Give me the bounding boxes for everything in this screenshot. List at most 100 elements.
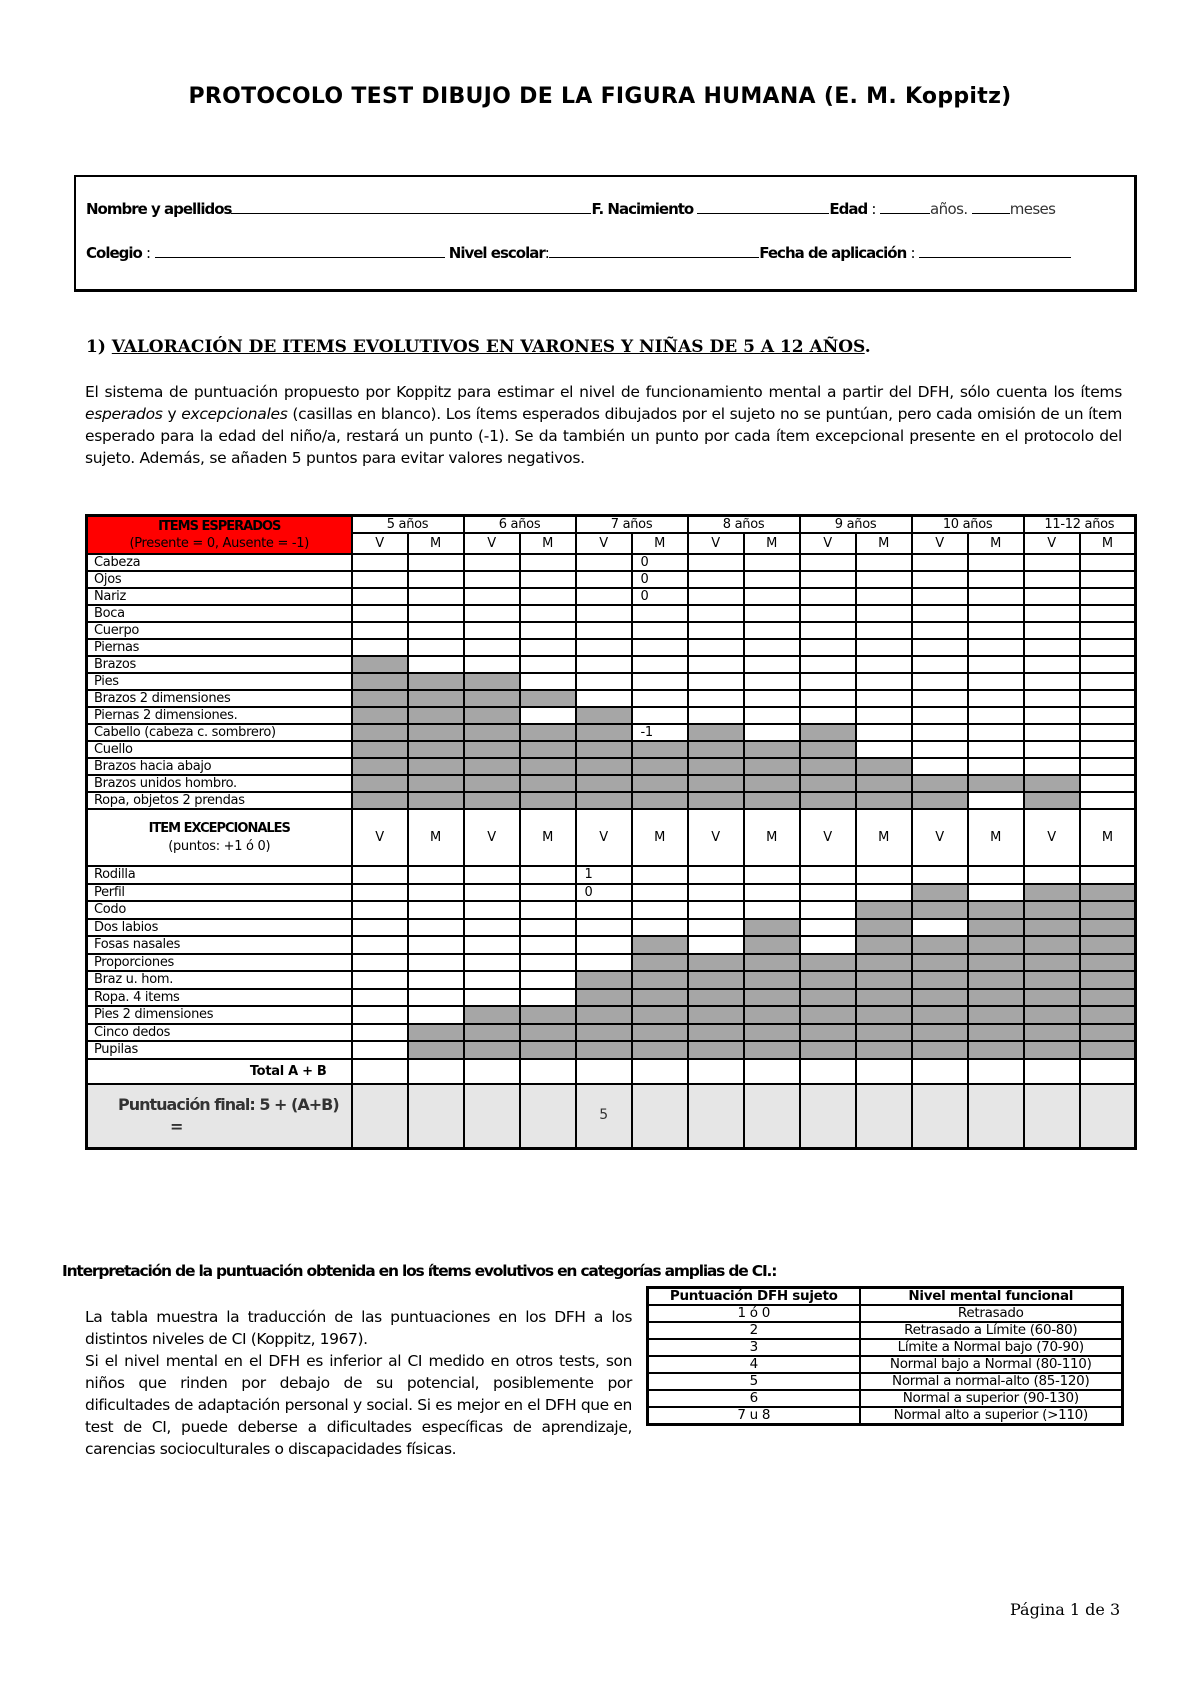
score-cell[interactable] xyxy=(518,553,577,572)
final-score-cell[interactable] xyxy=(742,1082,801,1149)
score-cell[interactable] xyxy=(742,689,801,708)
score-cell[interactable] xyxy=(518,935,577,955)
score-cell[interactable] xyxy=(910,587,969,606)
score-cell[interactable] xyxy=(686,882,745,902)
total-cell[interactable] xyxy=(1022,1057,1081,1085)
score-cell[interactable] xyxy=(518,587,577,606)
score-cell[interactable] xyxy=(518,706,577,725)
score-cell[interactable] xyxy=(518,900,577,920)
total-cell[interactable] xyxy=(574,1057,633,1085)
score-cell[interactable] xyxy=(630,689,689,708)
score-cell[interactable] xyxy=(574,655,633,674)
final-score-cell[interactable] xyxy=(406,1082,465,1149)
score-cell[interactable] xyxy=(798,587,857,606)
score-cell[interactable] xyxy=(910,672,969,691)
final-score-cell[interactable] xyxy=(518,1082,577,1149)
score-cell[interactable] xyxy=(406,553,465,572)
score-cell[interactable] xyxy=(966,570,1025,589)
final-score-cell[interactable] xyxy=(966,1082,1025,1149)
score-cell[interactable] xyxy=(462,553,521,572)
score-cell[interactable] xyxy=(406,587,465,606)
score-cell[interactable] xyxy=(518,655,577,674)
score-cell[interactable] xyxy=(350,1005,409,1025)
score-cell[interactable] xyxy=(350,621,409,640)
score-cell[interactable] xyxy=(574,638,633,657)
score-cell[interactable] xyxy=(462,952,521,972)
score-cell[interactable] xyxy=(910,553,969,572)
final-score-cell[interactable] xyxy=(1022,1082,1081,1149)
total-cell[interactable] xyxy=(518,1057,577,1085)
age-years-field[interactable] xyxy=(880,199,931,214)
score-cell[interactable] xyxy=(350,865,409,885)
final-score-cell[interactable] xyxy=(686,1082,745,1149)
score-cell[interactable] xyxy=(1022,621,1081,640)
score-cell[interactable] xyxy=(854,570,913,589)
score-cell[interactable] xyxy=(518,672,577,691)
score-cell[interactable] xyxy=(350,917,409,937)
score-cell[interactable] xyxy=(742,900,801,920)
score-cell[interactable] xyxy=(1078,723,1137,742)
score-cell[interactable] xyxy=(910,723,969,742)
score-cell[interactable] xyxy=(1022,740,1081,759)
score-cell[interactable] xyxy=(966,882,1025,902)
score-cell[interactable] xyxy=(350,987,409,1007)
score-cell[interactable] xyxy=(462,917,521,937)
total-cell[interactable] xyxy=(910,1057,969,1085)
score-cell[interactable] xyxy=(966,757,1025,776)
score-cell[interactable] xyxy=(854,621,913,640)
score-cell[interactable] xyxy=(1078,865,1137,885)
score-cell[interactable] xyxy=(854,655,913,674)
score-cell[interactable] xyxy=(686,570,745,589)
score-cell[interactable] xyxy=(518,952,577,972)
score-cell[interactable] xyxy=(686,604,745,623)
score-cell[interactable] xyxy=(798,553,857,572)
score-cell[interactable] xyxy=(798,672,857,691)
score-cell[interactable] xyxy=(910,689,969,708)
score-cell[interactable] xyxy=(798,706,857,725)
final-score-cell[interactable] xyxy=(854,1082,913,1149)
score-cell[interactable] xyxy=(406,917,465,937)
score-cell[interactable] xyxy=(966,638,1025,657)
level-field[interactable] xyxy=(549,243,760,258)
school-field[interactable] xyxy=(154,243,445,258)
score-cell[interactable] xyxy=(1078,604,1137,623)
age-months-field[interactable] xyxy=(971,199,1010,214)
score-cell[interactable] xyxy=(742,570,801,589)
score-cell[interactable] xyxy=(854,689,913,708)
score-cell[interactable] xyxy=(966,723,1025,742)
score-cell[interactable] xyxy=(518,865,577,885)
score-cell[interactable] xyxy=(518,570,577,589)
score-cell[interactable] xyxy=(742,672,801,691)
score-cell[interactable] xyxy=(966,791,1025,810)
score-cell[interactable] xyxy=(966,655,1025,674)
score-cell[interactable] xyxy=(462,970,521,990)
score-cell[interactable] xyxy=(462,570,521,589)
score-cell[interactable] xyxy=(406,570,465,589)
score-cell[interactable] xyxy=(1022,587,1081,606)
total-cell[interactable] xyxy=(462,1057,521,1085)
score-cell[interactable] xyxy=(686,706,745,725)
total-cell[interactable] xyxy=(406,1057,465,1085)
score-cell[interactable] xyxy=(406,655,465,674)
score-cell[interactable] xyxy=(1022,638,1081,657)
score-cell[interactable] xyxy=(1078,621,1137,640)
score-cell[interactable] xyxy=(518,917,577,937)
score-cell[interactable] xyxy=(686,587,745,606)
score-cell[interactable] xyxy=(798,900,857,920)
score-cell[interactable] xyxy=(798,638,857,657)
score-cell[interactable] xyxy=(798,865,857,885)
score-cell[interactable] xyxy=(350,952,409,972)
score-cell[interactable] xyxy=(1022,706,1081,725)
score-cell[interactable] xyxy=(854,553,913,572)
score-cell[interactable] xyxy=(406,900,465,920)
score-cell[interactable] xyxy=(630,900,689,920)
score-cell[interactable] xyxy=(854,604,913,623)
score-cell[interactable] xyxy=(966,553,1025,572)
score-cell[interactable] xyxy=(1078,570,1137,589)
score-cell[interactable] xyxy=(1022,672,1081,691)
score-cell[interactable]: 0 xyxy=(630,570,689,589)
score-cell[interactable] xyxy=(1078,689,1137,708)
score-cell[interactable] xyxy=(574,935,633,955)
score-cell[interactable] xyxy=(350,638,409,657)
score-cell[interactable] xyxy=(910,740,969,759)
